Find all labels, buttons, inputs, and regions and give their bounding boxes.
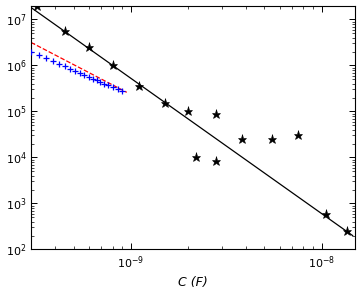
X-axis label: C (F): C (F) [178,276,208,289]
